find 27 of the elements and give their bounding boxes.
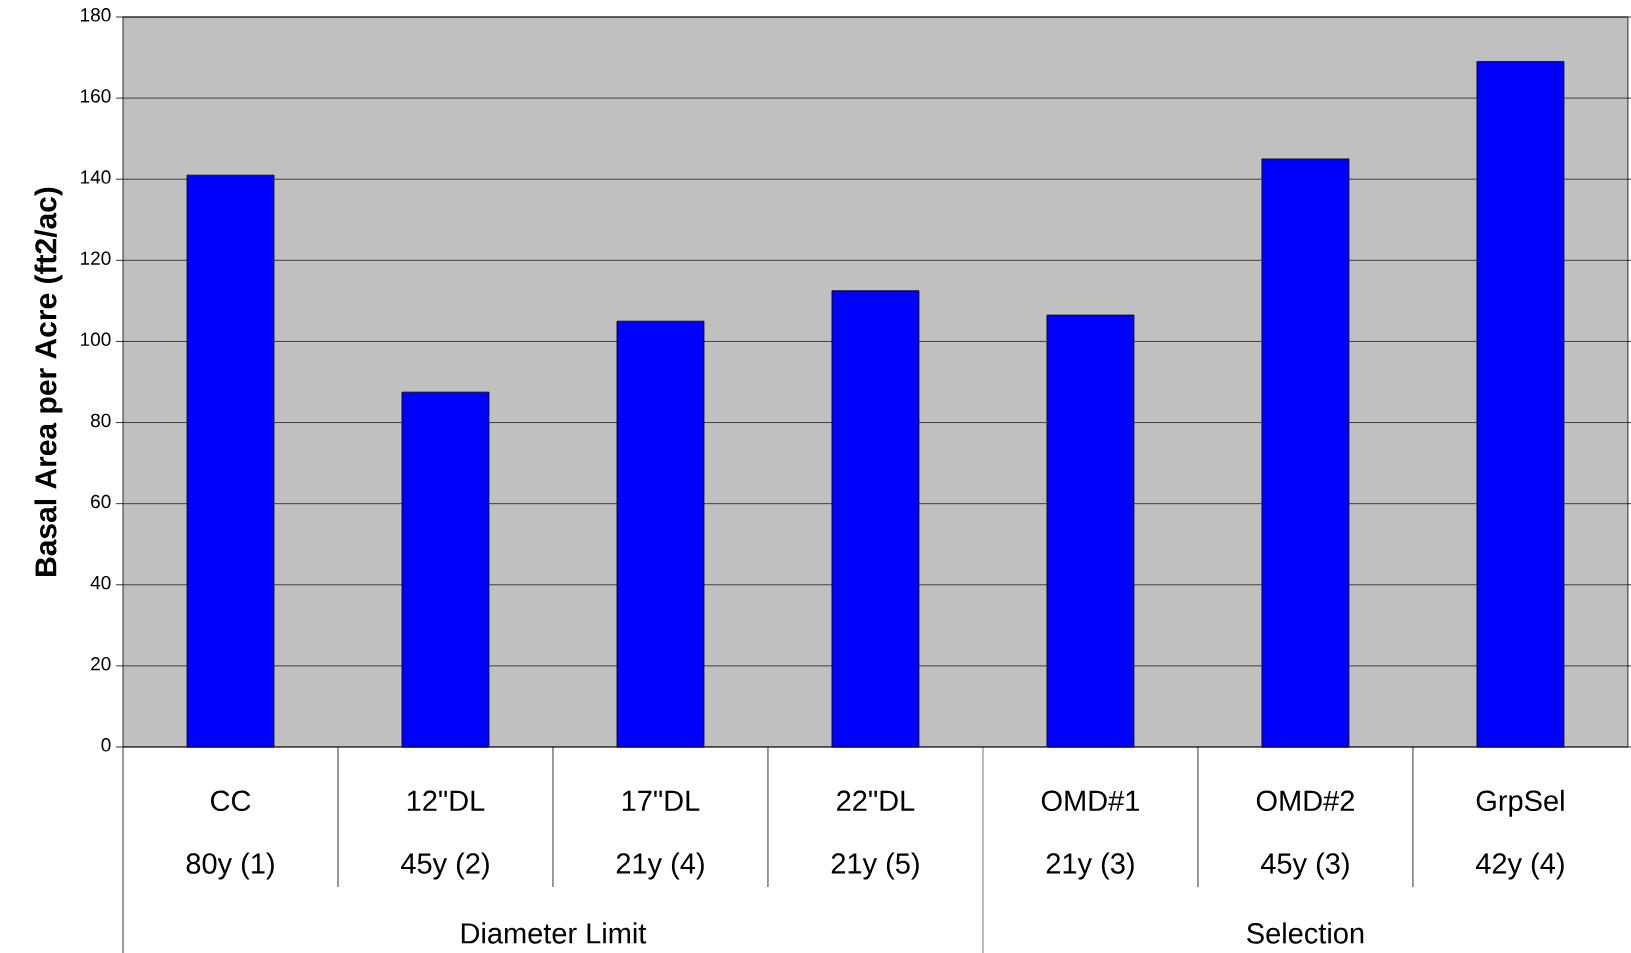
y-tick-label: 40 <box>90 575 111 590</box>
text: 42y (4) <box>1475 852 1564 880</box>
y-tick-label: 60 <box>91 494 111 509</box>
x-tick-label: OMD#1 <box>1041 790 1139 812</box>
y-tick-label: 0 <box>101 738 111 752</box>
y-tick-label: 140 <box>81 170 111 184</box>
text: 45y (2) <box>401 852 489 880</box>
text: 80y (1) <box>186 852 274 880</box>
y-tick-label: 80 <box>90 413 111 428</box>
text: Selection <box>1247 922 1364 944</box>
y-tick-label: 120 <box>81 251 111 265</box>
x-tick-label: 22"DL <box>837 790 915 811</box>
y-tick-label: 100 <box>81 332 111 347</box>
x-tick-label: GrpSel <box>1476 789 1564 817</box>
x-tick-label: 17"DL <box>622 790 700 811</box>
x-tick-label: CC <box>211 790 251 812</box>
text: Diameter Limit <box>461 922 647 944</box>
text: 21y (3) <box>1046 852 1134 880</box>
text: 45y (3) <box>1260 852 1349 880</box>
text: 21y (4) <box>616 852 704 880</box>
x-tick-label: OMD#2 <box>1256 790 1354 812</box>
text: 21y (5) <box>831 852 919 880</box>
y-tick-label: 160 <box>81 89 111 103</box>
x-tick-label: 12"DL <box>407 790 485 811</box>
y-axis-title: Basal Area per Acre (ft2/ac) <box>34 187 63 576</box>
y-tick-label: 20 <box>91 657 111 671</box>
y-tick-label: 180 <box>81 8 111 22</box>
